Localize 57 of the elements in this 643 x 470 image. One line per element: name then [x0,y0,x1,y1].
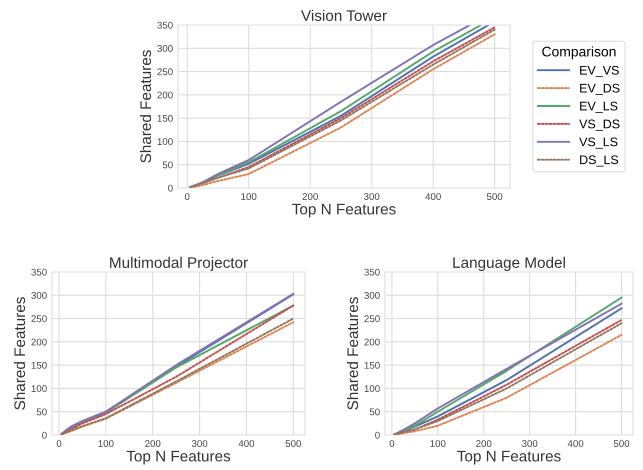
chart-title: Vision Tower [301,10,387,21]
chart-title: Multimodal Projector [110,256,248,272]
y-tick-label: 200 [31,338,47,346]
y-axis-title: Shared Features [14,297,26,410]
y-tick-label: 200 [364,338,380,346]
y-tick-label: 250 [364,315,380,322]
y-tick-label: 350 [364,268,380,276]
y-tick-label: 100 [32,385,47,392]
x-axis-title: Top N Features [126,450,230,465]
x-axis-title: Top N Features [292,204,396,218]
legend-label: EV_VS [580,66,619,78]
y-tick-label: 300 [157,45,173,52]
x-tick-label: 500 [614,440,630,447]
y-tick-label: 100 [364,385,380,392]
y-tick-label: 150 [364,362,380,369]
y-tick-label: 0 [42,432,47,439]
x-tick-label: 400 [425,193,441,200]
y-tick-label: 300 [364,292,380,299]
y-tick-label: 50 [36,408,47,416]
y-axis-title: Shared Features [140,50,152,163]
x-tick-label: 0 [184,193,190,200]
y-tick-label: 350 [157,22,173,29]
x-axis-title: Top N Features [457,450,561,465]
legend-label: EV_DS [580,84,620,95]
y-tick-label: 100 [158,138,173,146]
y-tick-label: 300 [31,292,47,299]
y-tick-label: 0 [375,432,380,439]
y-tick-label: 200 [157,92,173,98]
legend-label: VS_LS [579,137,618,149]
x-tick-label: 100 [430,440,446,447]
x-tick-label: 0 [56,440,62,447]
y-tick-label: 350 [31,268,47,276]
legend-label: EV_LS [580,102,618,113]
x-tick-label: 400 [568,440,584,447]
x-tick-label: 100 [241,193,256,200]
legend-label: VS_DS [579,120,620,131]
legend-title: Comparison [542,46,616,60]
x-tick-label: 200 [476,440,492,447]
legend-label: DS_LS [580,155,618,167]
x-tick-label: 300 [522,440,538,447]
y-tick-label: 250 [157,68,173,76]
x-tick-label: 200 [302,193,318,200]
y-tick-label: 50 [370,408,380,416]
y-tick-label: 250 [31,315,47,322]
x-tick-label: 0 [390,440,394,447]
y-tick-label: 50 [162,161,173,168]
x-tick-label: 400 [238,440,254,447]
y-tick-label: 0 [168,184,173,192]
y-tick-label: 150 [32,362,47,369]
x-tick-label: 200 [145,440,160,447]
x-tick-label: 500 [286,440,302,447]
x-tick-label: 500 [486,193,502,200]
y-axis-title: Shared Features [346,297,358,410]
y-tick-label: 150 [158,114,173,122]
x-tick-label: 100 [98,440,114,447]
chart-title: Language Model [453,256,565,272]
x-tick-label: 300 [192,440,208,447]
